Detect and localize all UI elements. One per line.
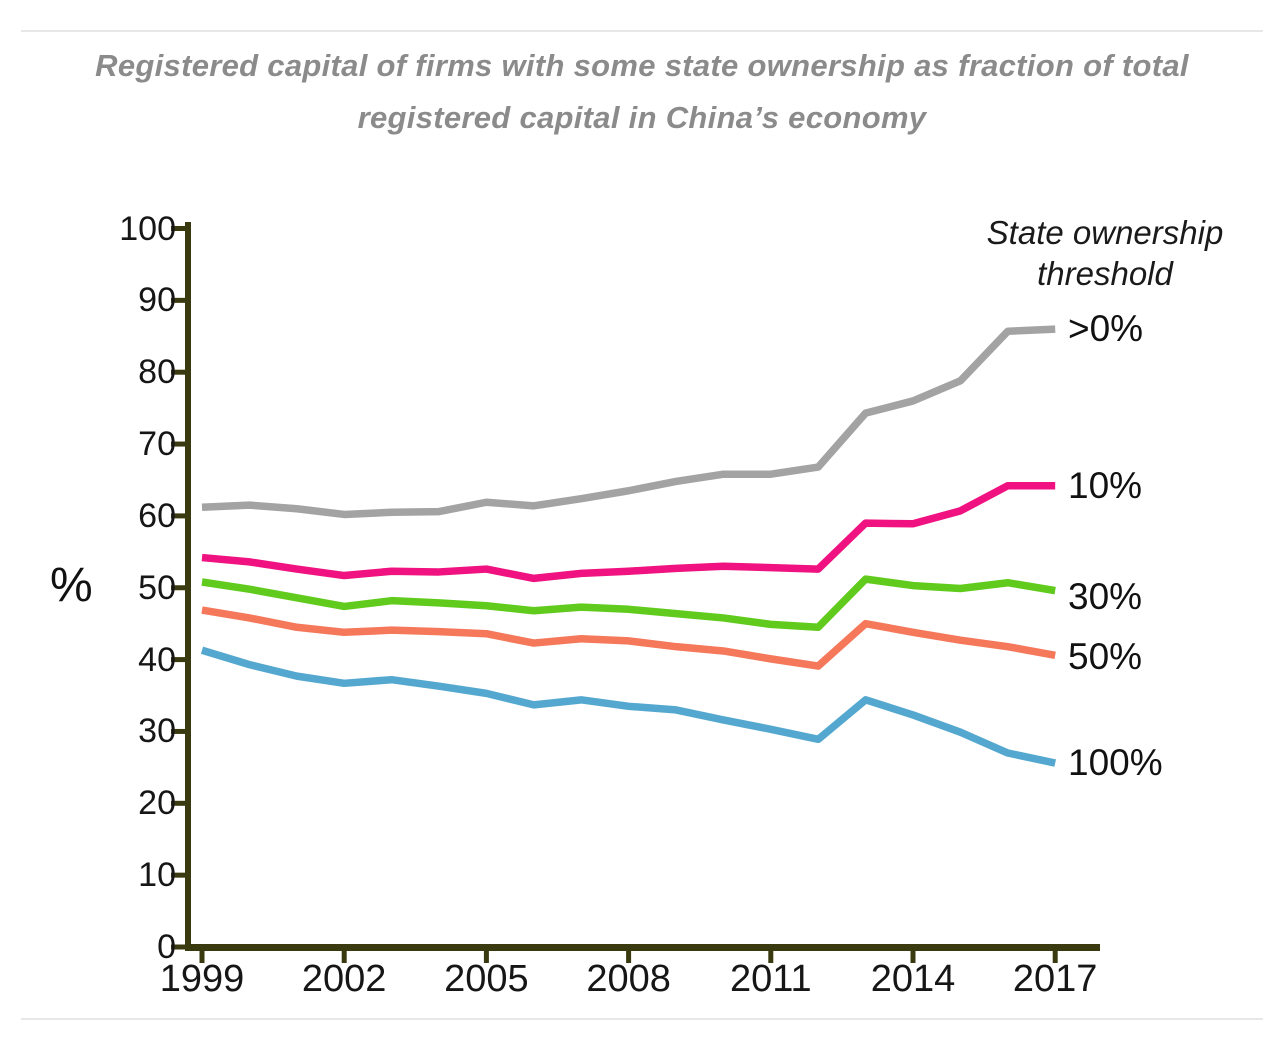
y-axis-tick bbox=[171, 728, 185, 734]
x-axis-tick bbox=[1052, 951, 1058, 963]
top-divider bbox=[21, 30, 1263, 32]
x-axis-line bbox=[185, 944, 1100, 951]
y-tick-label: 10 bbox=[138, 856, 176, 895]
x-tick-label: 2017 bbox=[1012, 958, 1098, 1000]
y-tick-label: 100 bbox=[119, 209, 176, 248]
chart-title: Registered capital of firms with some st… bbox=[0, 40, 1284, 144]
y-tick-label: 30 bbox=[138, 712, 176, 751]
y-axis-tick bbox=[171, 800, 185, 806]
series-line-30% bbox=[201, 575, 1056, 632]
y-tick-label: 50 bbox=[138, 568, 176, 607]
x-tick-label: 2008 bbox=[586, 958, 671, 1000]
series-line-50% bbox=[201, 606, 1056, 670]
y-tick-label: 20 bbox=[138, 784, 176, 823]
series-label-100%: 100% bbox=[1068, 742, 1163, 784]
x-axis-tick bbox=[768, 951, 774, 963]
y-axis-tick bbox=[171, 226, 185, 231]
x-axis-tick bbox=[483, 951, 489, 963]
series-label-10%: 10% bbox=[1068, 464, 1143, 506]
chart-title-line-1: Registered capital of firms with some st… bbox=[95, 48, 1189, 83]
y-tick-label: 90 bbox=[138, 281, 176, 320]
x-axis-tick bbox=[341, 951, 347, 963]
bottom-divider bbox=[21, 1018, 1263, 1020]
legend-title-line-1: State ownership bbox=[986, 214, 1224, 251]
y-tick-label: 40 bbox=[138, 640, 176, 679]
y-tick-label: 80 bbox=[138, 353, 176, 392]
y-axis-tick bbox=[171, 944, 185, 950]
x-axis-tick bbox=[626, 951, 632, 963]
series-label->0%: >0% bbox=[1068, 308, 1144, 350]
y-axis-tick bbox=[171, 297, 185, 303]
y-axis-tick bbox=[171, 872, 185, 878]
y-axis-tick bbox=[171, 441, 185, 447]
x-tick-label: 2011 bbox=[729, 958, 812, 1000]
x-axis-tick bbox=[910, 951, 916, 963]
series-line-10% bbox=[201, 481, 1056, 583]
series-line-100% bbox=[200, 646, 1056, 767]
x-tick-label: 2002 bbox=[301, 958, 387, 1000]
series-label-30%: 30% bbox=[1068, 575, 1143, 617]
y-axis-tick bbox=[171, 657, 185, 663]
legend-title: State ownership threshold bbox=[930, 212, 1280, 294]
x-axis-tick bbox=[199, 951, 205, 963]
y-axis-line bbox=[185, 222, 191, 951]
chart-title-line-2: registered capital in China’s economy bbox=[357, 100, 927, 135]
y-axis-tick bbox=[171, 369, 185, 375]
y-tick-label: 60 bbox=[138, 496, 176, 535]
y-axis-label: % bbox=[50, 559, 93, 612]
series-label-50%: 50% bbox=[1068, 636, 1143, 678]
y-axis-tick bbox=[171, 513, 185, 519]
series-line->0% bbox=[201, 325, 1056, 519]
y-tick-label: 0 bbox=[157, 928, 176, 966]
x-tick-label: 2014 bbox=[870, 958, 956, 1000]
y-axis-tick bbox=[171, 585, 185, 591]
y-tick-label: 70 bbox=[138, 425, 176, 464]
x-tick-label: 1999 bbox=[159, 958, 245, 1000]
legend-title-line-2: threshold bbox=[1037, 255, 1173, 292]
x-tick-label: 2005 bbox=[444, 958, 529, 1000]
